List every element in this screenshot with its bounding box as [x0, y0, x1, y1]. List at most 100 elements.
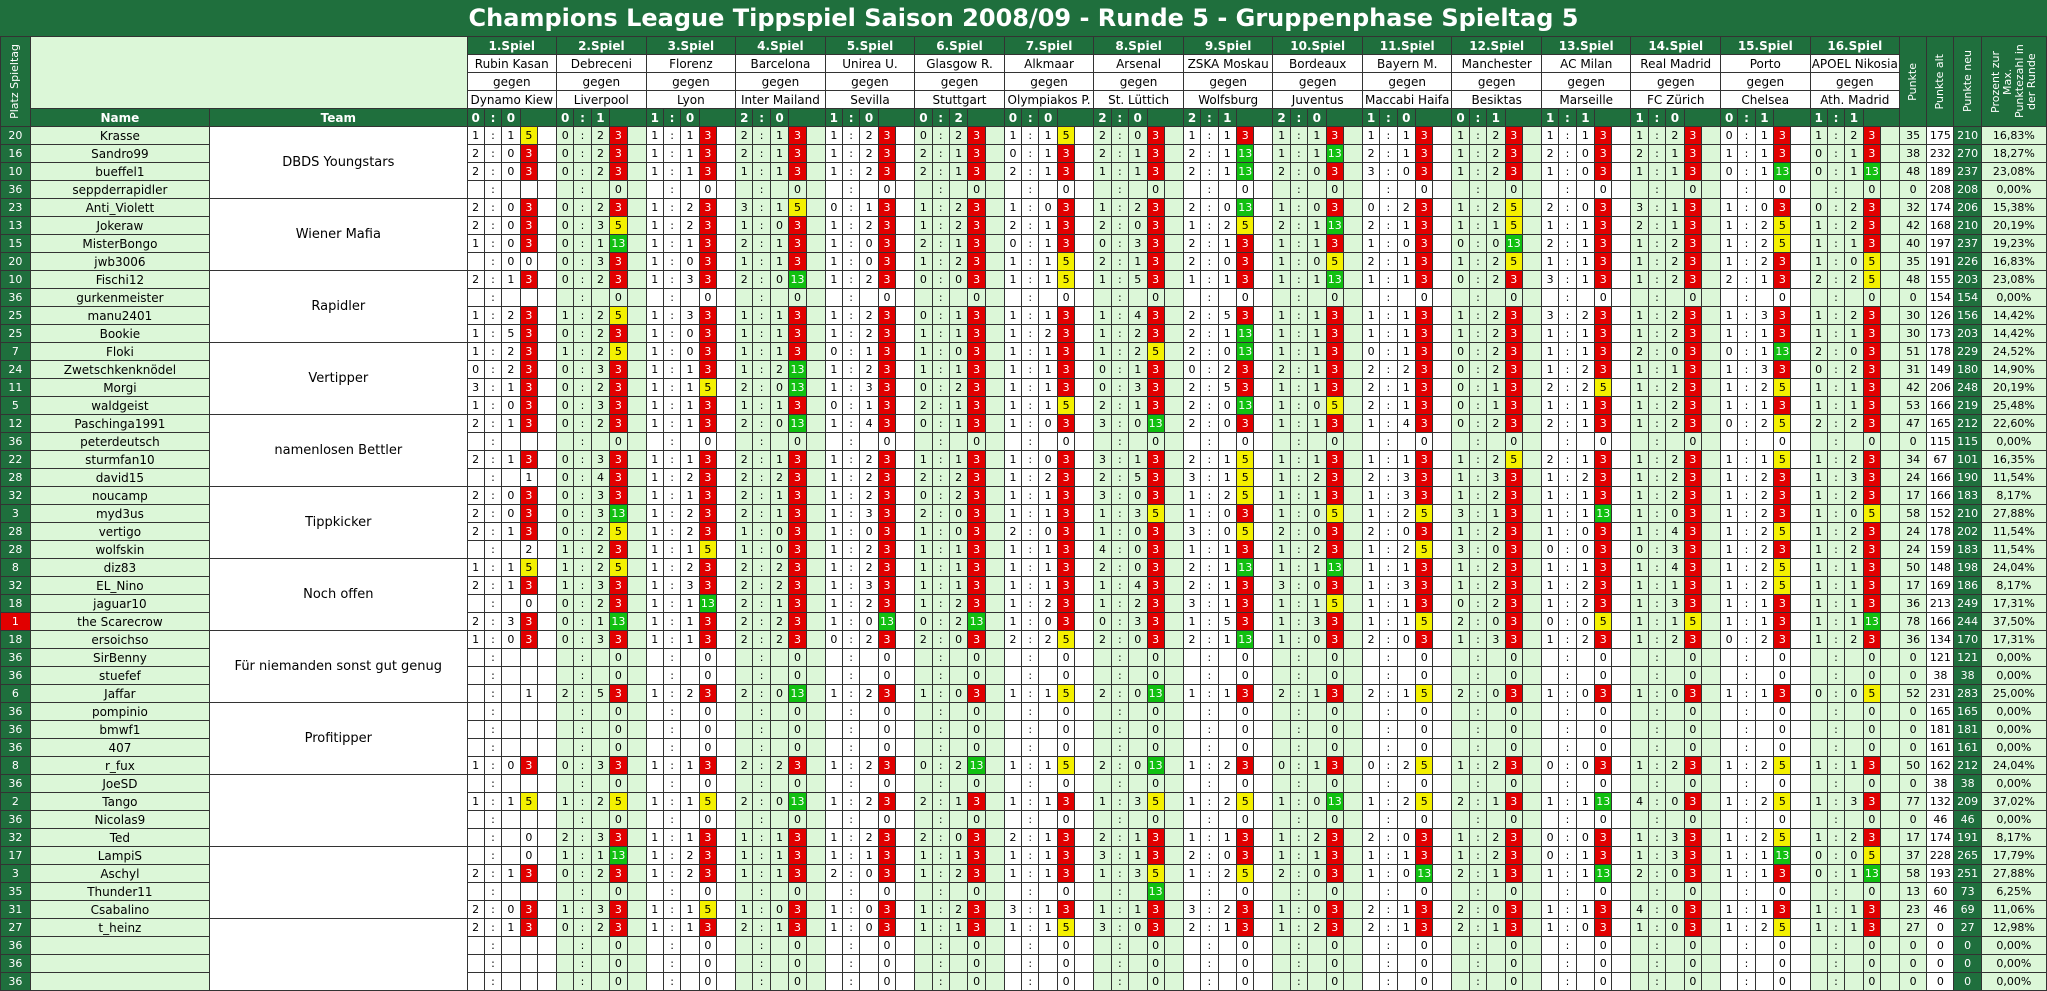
punkte-value: 0	[1899, 936, 1928, 955]
tip-blank	[1253, 954, 1274, 973]
tip-away: 0	[501, 162, 521, 181]
tip-away: 1	[1575, 324, 1596, 343]
tip-blank	[1879, 756, 1901, 775]
tip-home: 3	[1093, 414, 1112, 433]
tip-blank	[805, 846, 826, 865]
tip-away: 0	[1575, 144, 1596, 163]
tip-points: 13	[1146, 414, 1165, 433]
tip-blank	[984, 396, 1005, 415]
tip-blank	[1790, 864, 1811, 883]
tip-colon: :	[1826, 342, 1846, 361]
punkte-neu-value: 208	[1953, 180, 1982, 199]
punkte-neu-value: 270	[1953, 144, 1982, 163]
tip-points: 0	[1504, 810, 1523, 829]
tip-blank	[626, 720, 647, 739]
tip-colon: :	[1289, 324, 1309, 343]
tip-points: 0	[1504, 882, 1523, 901]
tip-colon: :	[662, 756, 682, 775]
tip-home: 1	[645, 630, 664, 649]
player-name: Jaffar	[29, 684, 211, 703]
tip-blank	[895, 756, 916, 775]
tip-colon: :	[483, 414, 503, 433]
tip-home: 1	[1003, 360, 1023, 379]
tip-blank	[536, 792, 558, 811]
tip-colon: :	[1379, 468, 1398, 487]
tip-home	[1361, 432, 1381, 451]
game-label-4: 4.Spiel	[735, 36, 826, 55]
tip-colon: :	[1468, 918, 1488, 937]
tip-home: 2	[466, 522, 485, 541]
tip-points: 0	[698, 180, 718, 199]
tip-colon: :	[1468, 702, 1488, 721]
tip-colon: :	[1110, 234, 1129, 253]
tip-points: 3	[1415, 360, 1434, 379]
tip-home	[824, 936, 844, 955]
tip-blank	[626, 162, 647, 181]
player-name: 407	[29, 738, 211, 757]
tip-points: 3	[1683, 162, 1702, 181]
tip-away	[1217, 774, 1238, 793]
tip-away	[501, 774, 521, 793]
tip-points: 3	[1415, 846, 1434, 865]
tip-blank	[805, 270, 826, 289]
tip-home	[735, 288, 754, 307]
tip-away	[769, 666, 790, 685]
tip-points: 3	[1325, 324, 1344, 343]
tip-colon: :	[841, 162, 861, 181]
tip-blank	[1163, 720, 1184, 739]
tip-away: 2	[1665, 468, 1685, 487]
tip-colon: :	[1200, 144, 1219, 163]
tip-points: 3	[1415, 594, 1434, 613]
tip-away: 2	[1754, 216, 1775, 235]
tip-colon: :	[1468, 882, 1488, 901]
tip-home: 3	[1272, 576, 1291, 595]
tip-blank	[1074, 162, 1095, 181]
tip-away	[1307, 882, 1327, 901]
tip-away: 1	[1575, 450, 1596, 469]
tip-blank	[1790, 360, 1811, 379]
tip-colon: :	[752, 846, 771, 865]
tip-colon: :	[1826, 666, 1846, 685]
player-row: 36 Nicolas9::0:0:0:0:0:0:0:0:0:0:0:0:0:0:…	[0, 810, 2047, 829]
tip-points: 13	[1862, 162, 1882, 181]
player-row: 8 diz83 Noch offen 1:1 5 1:2 5 1:2 3 2:2 3 1:2 3 1:1 3…	[0, 558, 2047, 631]
prozent-value: 16,83%	[1980, 252, 2047, 271]
tip-points: 3	[1773, 864, 1792, 883]
tip-blank	[1790, 126, 1811, 145]
tip-points: 3	[1236, 306, 1255, 325]
tip-points: 3	[1056, 342, 1076, 361]
tip-away: 1	[948, 540, 969, 559]
tip-colon: :	[662, 900, 682, 919]
tip-colon: :	[483, 612, 503, 631]
tip-home: 0	[1451, 342, 1470, 361]
player-row: 36 JoeSD::0:0:0:0:0:0:0:0:0:0:0:0:0:0:0 0 3…	[0, 774, 2047, 847]
tip-home: 0	[1719, 162, 1739, 181]
tip-colon: :	[1379, 720, 1398, 739]
tip-colon: :	[483, 666, 503, 685]
tip-blank	[626, 378, 647, 397]
tip-colon: :	[1468, 846, 1488, 865]
tip-home: 1	[1003, 612, 1023, 631]
result-colon: :	[573, 108, 592, 127]
tip-points: 0	[1862, 774, 1882, 793]
punkte-neu-value: 190	[1953, 468, 1982, 487]
tip-home: 1	[1719, 900, 1739, 919]
tip-away: 0	[1575, 540, 1596, 559]
tip-blank	[1163, 810, 1184, 829]
tip-colon: :	[1826, 216, 1846, 235]
platz-value: 8	[0, 756, 31, 775]
tip-blank	[1074, 198, 1095, 217]
tip-colon: :	[1826, 180, 1846, 199]
tip-away: 1	[1665, 360, 1685, 379]
tip-home: 0	[914, 270, 933, 289]
tip-home	[1182, 432, 1202, 451]
tip-home: 3	[1361, 162, 1381, 181]
tip-home	[1361, 810, 1381, 829]
tip-home: 2	[735, 234, 754, 253]
player-name: bueffel1	[29, 162, 211, 181]
tip-blank	[1163, 468, 1184, 487]
tip-blank	[626, 144, 647, 163]
tip-colon: :	[573, 126, 592, 145]
tip-blank	[1074, 432, 1095, 451]
tip-home: 2	[1272, 684, 1291, 703]
